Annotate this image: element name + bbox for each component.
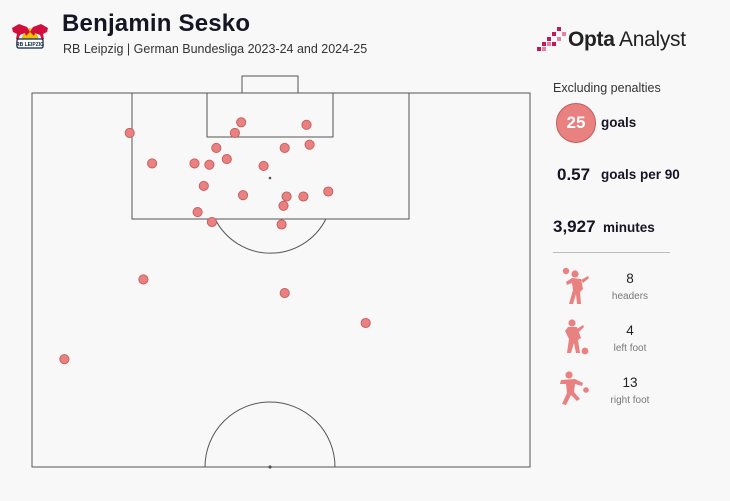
opta-brand-icon bbox=[537, 27, 566, 51]
shot-point-18 bbox=[278, 200, 289, 211]
shot-point-12 bbox=[258, 160, 269, 171]
brand-name-rest: Analyst bbox=[614, 28, 686, 51]
goals-label: goals bbox=[601, 115, 637, 130]
shot-point-13 bbox=[198, 180, 209, 191]
goals-count-badge: 25 bbox=[556, 103, 596, 143]
shot-point-20 bbox=[206, 216, 217, 228]
minutes-label: minutes bbox=[603, 220, 655, 235]
left-foot-count: 4 bbox=[626, 323, 634, 338]
goal-frame bbox=[241, 75, 299, 94]
penalty-area bbox=[131, 92, 410, 220]
shot-point-21 bbox=[276, 219, 287, 230]
left-foot-label: left foot bbox=[613, 343, 647, 354]
goals-per-90-label: goals per 90 bbox=[601, 167, 680, 182]
shot-point-5 bbox=[304, 139, 315, 150]
shot-point-15 bbox=[237, 190, 249, 201]
left-foot-player-icon bbox=[565, 319, 589, 355]
shot-point-8 bbox=[221, 154, 232, 165]
centre-spot bbox=[268, 465, 272, 469]
opta-analyst-logo: Opta Analyst bbox=[536, 25, 686, 55]
logo-text: RB LEIPZIG bbox=[16, 42, 44, 48]
shot-point-23 bbox=[279, 288, 290, 299]
brand-name: Opta Analyst bbox=[568, 28, 686, 52]
shot-point-14 bbox=[323, 186, 334, 197]
brand-name-bold: Opta bbox=[568, 28, 615, 51]
penalty-arc bbox=[214, 218, 327, 254]
shot-point-24 bbox=[360, 317, 371, 329]
headers-count: 8 bbox=[626, 271, 634, 286]
page-subtitle: RB Leipzig | German Bundesliga 2023-24 a… bbox=[63, 42, 368, 56]
logo-bull-left bbox=[12, 24, 30, 40]
shot-point-11 bbox=[204, 159, 215, 170]
logo-bull-right bbox=[30, 24, 48, 40]
shot-point-7 bbox=[211, 142, 222, 153]
shot-point-25 bbox=[59, 354, 70, 365]
rb-leipzig-logo: RB LEIPZIG bbox=[12, 24, 48, 49]
headers-label: headers bbox=[611, 291, 649, 302]
excluding-penalties-label: Excluding penalties bbox=[553, 81, 661, 95]
minutes-value: 3,927 bbox=[553, 217, 596, 236]
stats-divider bbox=[553, 252, 670, 253]
shot-point-4 bbox=[124, 127, 135, 138]
shot-point-10 bbox=[189, 158, 200, 169]
shot-markers bbox=[59, 117, 371, 365]
shot-point-1 bbox=[236, 117, 247, 128]
six-yard-box bbox=[206, 92, 334, 138]
penalty-spot bbox=[268, 176, 272, 180]
page-title: Benjamin Sesko bbox=[62, 10, 251, 37]
right-foot-count: 13 bbox=[622, 375, 638, 390]
header-player-icon bbox=[562, 267, 589, 304]
centre-circle bbox=[204, 401, 336, 468]
shot-point-17 bbox=[281, 191, 292, 202]
shot-point-3 bbox=[229, 127, 240, 138]
shot-point-9 bbox=[147, 158, 158, 169]
right-foot-player-icon bbox=[560, 371, 589, 405]
shot-point-16 bbox=[298, 191, 309, 202]
shot-point-19 bbox=[192, 207, 203, 218]
shot-point-6 bbox=[279, 142, 290, 153]
shot-point-2 bbox=[301, 119, 312, 130]
shot-point-22 bbox=[138, 274, 149, 285]
goals-per-90-value: 0.57 bbox=[557, 165, 591, 184]
right-foot-label: right foot bbox=[610, 395, 650, 406]
